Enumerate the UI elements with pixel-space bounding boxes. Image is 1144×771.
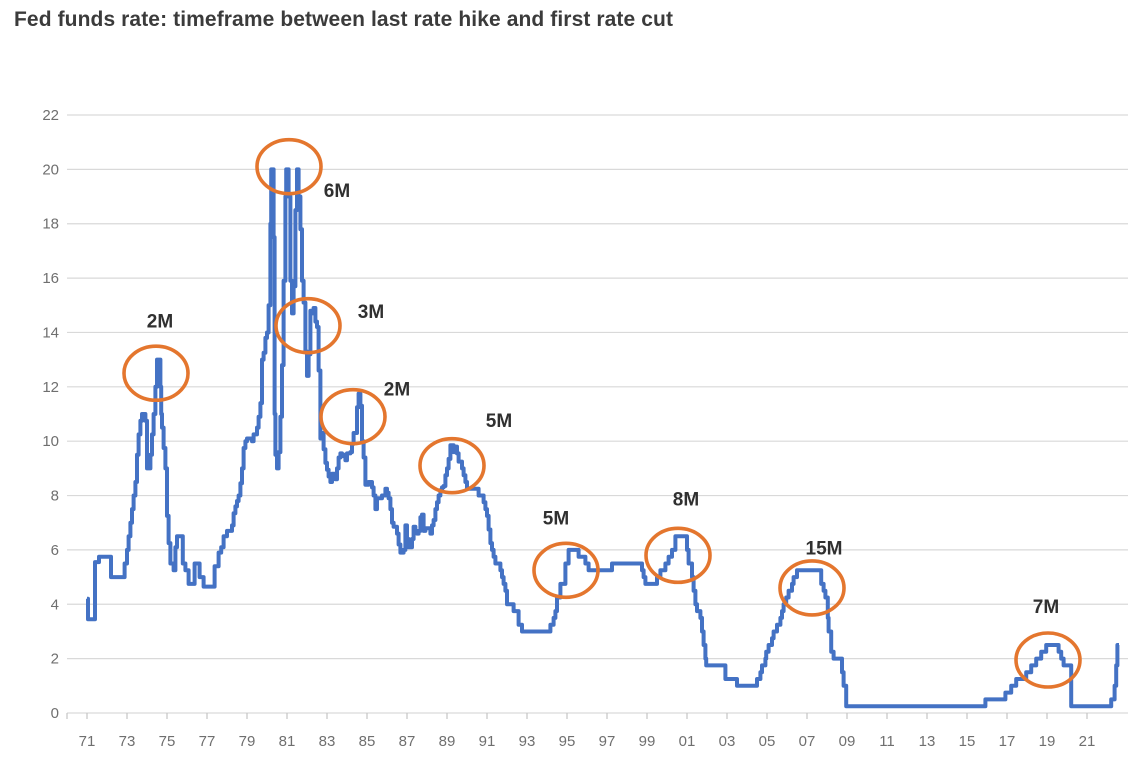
x-axis-label: 87 bbox=[399, 733, 416, 750]
x-axis-label: 97 bbox=[599, 733, 616, 750]
y-axis-label: 14 bbox=[42, 324, 59, 341]
fed-funds-rate-line bbox=[86, 167, 1120, 709]
x-axis-label: 89 bbox=[439, 733, 456, 750]
annotation-circle bbox=[274, 296, 342, 355]
x-axis-label: 75 bbox=[159, 733, 176, 750]
y-axis-label: 8 bbox=[51, 488, 59, 505]
page-title: Fed funds rate: timeframe between last r… bbox=[14, 8, 674, 31]
x-axis-label: 95 bbox=[559, 733, 576, 750]
x-axis-label: 09 bbox=[839, 733, 856, 750]
y-axis-label: 10 bbox=[42, 433, 59, 450]
y-axis-label: 20 bbox=[42, 161, 59, 178]
x-axis-label: 03 bbox=[719, 733, 736, 750]
x-axis-label: 79 bbox=[239, 733, 256, 750]
x-axis-label: 17 bbox=[999, 733, 1016, 750]
x-axis-label: 07 bbox=[799, 733, 816, 750]
x-axis-label: 99 bbox=[639, 733, 656, 750]
x-axis-label: 93 bbox=[519, 733, 536, 750]
annotation-label: 15M bbox=[806, 539, 843, 560]
annotation-label: 3M bbox=[358, 302, 384, 323]
x-axis-label: 77 bbox=[199, 733, 216, 750]
annotation-circle bbox=[644, 526, 712, 585]
y-axis-label: 22 bbox=[42, 107, 59, 124]
annotation-circle bbox=[778, 559, 846, 617]
x-axis-label: 15 bbox=[959, 733, 976, 750]
x-axis-label: 21 bbox=[1079, 733, 1096, 750]
x-axis-label: 85 bbox=[359, 733, 376, 750]
y-axis-label: 0 bbox=[51, 705, 59, 722]
x-axis-label: 11 bbox=[879, 733, 895, 750]
y-axis-label: 2 bbox=[51, 651, 59, 668]
x-axis-label: 73 bbox=[119, 733, 136, 750]
annotation-circle bbox=[532, 541, 600, 600]
y-axis-label: 6 bbox=[51, 542, 59, 559]
y-axis-label: 4 bbox=[51, 596, 59, 613]
x-axis-label: 13 bbox=[919, 733, 936, 750]
annotation-label: 5M bbox=[486, 411, 512, 432]
x-axis-label: 05 bbox=[759, 733, 776, 750]
annotation-label: 2M bbox=[384, 380, 410, 401]
annotation-circle bbox=[255, 137, 323, 196]
x-axis-label: 01 bbox=[679, 733, 696, 750]
y-axis-label: 16 bbox=[42, 270, 59, 287]
x-axis-label: 19 bbox=[1039, 733, 1056, 750]
y-axis-label: 12 bbox=[42, 379, 59, 396]
annotation-circle bbox=[122, 344, 190, 403]
annotation-label: 5M bbox=[543, 509, 569, 530]
annotation-circle bbox=[319, 387, 387, 446]
x-axis-label: 91 bbox=[479, 733, 496, 750]
x-axis-label: 83 bbox=[319, 733, 336, 750]
x-axis-label: 71 bbox=[79, 733, 96, 750]
y-axis-label: 18 bbox=[42, 216, 59, 233]
x-axis-label: 81 bbox=[279, 733, 296, 750]
annotation-circle bbox=[1014, 631, 1082, 689]
annotation-label: 7M bbox=[1033, 597, 1059, 618]
annotation-circle bbox=[418, 436, 486, 495]
annotation-label: 6M bbox=[324, 181, 350, 202]
annotation-label: 8M bbox=[673, 490, 699, 511]
annotation-label: 2M bbox=[147, 312, 173, 333]
